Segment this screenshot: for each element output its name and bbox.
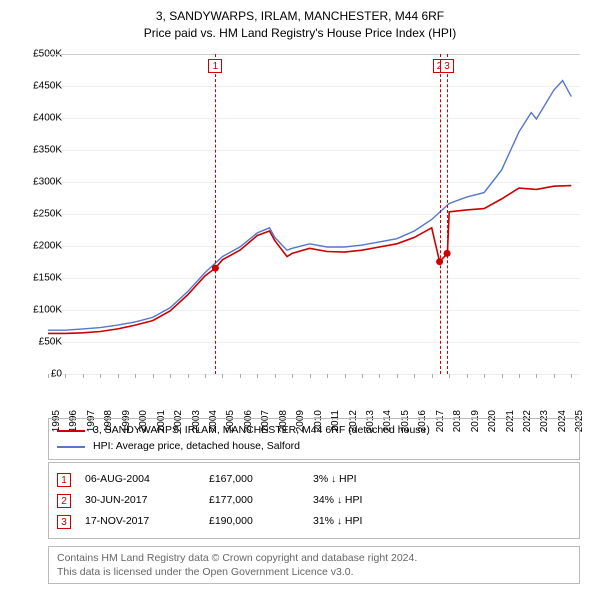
sale-date: 17-NOV-2017 <box>85 511 195 532</box>
legend: 3, SANDYWARPS, IRLAM, MANCHESTER, M44 6R… <box>48 418 580 460</box>
sale-vline <box>215 54 216 374</box>
sale-marker-box: 3 <box>440 59 454 73</box>
chart-container: 3, SANDYWARPS, IRLAM, MANCHESTER, M44 6R… <box>0 0 600 590</box>
sale-row: 3 17-NOV-2017 £190,000 31% ↓ HPI <box>57 511 571 532</box>
sale-delta: 3% ↓ HPI <box>313 469 423 490</box>
sale-price: £190,000 <box>209 511 299 532</box>
sale-price: £167,000 <box>209 469 299 490</box>
legend-swatch-property <box>57 430 85 432</box>
legend-swatch-hpi <box>57 446 85 448</box>
attribution-line2: This data is licensed under the Open Gov… <box>57 565 571 579</box>
sale-number-box: 3 <box>57 515 71 529</box>
sale-vline <box>440 54 441 374</box>
down-arrow-icon: ↓ <box>337 516 342 527</box>
legend-row: HPI: Average price, detached house, Salf… <box>57 439 571 455</box>
sale-vline <box>447 54 448 374</box>
series-property <box>48 186 571 334</box>
plot-svg <box>48 55 580 375</box>
title-line1: 3, SANDYWARPS, IRLAM, MANCHESTER, M44 6R… <box>0 8 600 25</box>
plot-area <box>48 54 580 374</box>
down-arrow-icon: ↓ <box>331 474 336 485</box>
sale-number-box: 1 <box>57 473 71 487</box>
legend-row: 3, SANDYWARPS, IRLAM, MANCHESTER, M44 6R… <box>57 423 571 439</box>
series-hpi <box>48 81 571 331</box>
sale-row: 1 06-AUG-2004 £167,000 3% ↓ HPI <box>57 469 571 490</box>
attribution: Contains HM Land Registry data © Crown c… <box>48 546 580 584</box>
title-block: 3, SANDYWARPS, IRLAM, MANCHESTER, M44 6R… <box>0 0 600 42</box>
sale-date: 06-AUG-2004 <box>85 469 195 490</box>
title-line2: Price paid vs. HM Land Registry's House … <box>0 25 600 42</box>
legend-label-hpi: HPI: Average price, detached house, Salf… <box>93 439 300 455</box>
sales-table: 1 06-AUG-2004 £167,000 3% ↓ HPI 2 30-JUN-2017… <box>48 462 580 539</box>
sale-number-box: 2 <box>57 494 71 508</box>
sale-delta: 31% ↓ HPI <box>313 511 423 532</box>
sale-marker-box: 1 <box>208 59 222 73</box>
down-arrow-icon: ↓ <box>337 495 342 506</box>
legend-label-property: 3, SANDYWARPS, IRLAM, MANCHESTER, M44 6R… <box>93 423 430 439</box>
sale-date: 30-JUN-2017 <box>85 490 195 511</box>
sale-delta: 34% ↓ HPI <box>313 490 423 511</box>
attribution-line1: Contains HM Land Registry data © Crown c… <box>57 551 571 565</box>
sale-row: 2 30-JUN-2017 £177,000 34% ↓ HPI <box>57 490 571 511</box>
sale-price: £177,000 <box>209 490 299 511</box>
